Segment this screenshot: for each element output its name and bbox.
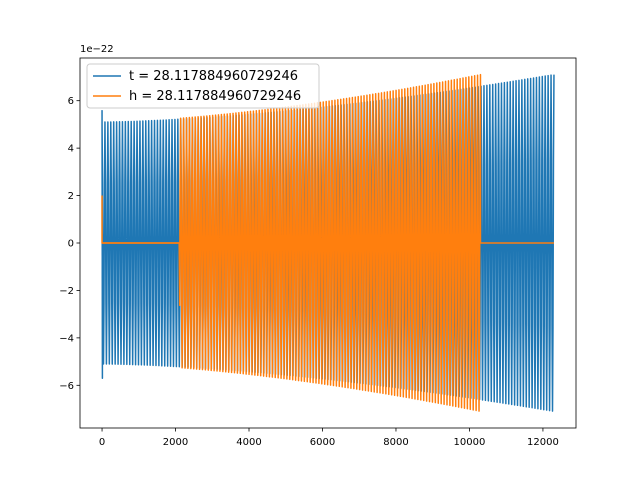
y-tick-label: −6 <box>59 381 74 392</box>
legend-label: t = 28.117884960729246 <box>129 69 298 84</box>
y-tick-label: 6 <box>68 96 74 107</box>
x-tick-label: 10000 <box>454 437 486 448</box>
x-tick-label: 8000 <box>383 437 408 448</box>
y-tick-label: 0 <box>68 239 74 250</box>
y-tick-label: −4 <box>59 333 74 344</box>
y-offset-text: 1e−22 <box>80 44 114 55</box>
legend: t = 28.117884960729246 h = 28.11788496072… <box>86 63 320 109</box>
x-tick-label: 12000 <box>527 437 559 448</box>
x-tick-label: 4000 <box>236 437 261 448</box>
y-tick-label: 4 <box>68 144 74 155</box>
x-tick-label: 0 <box>99 437 105 448</box>
y-axis-ticks: −6 −4 −2 0 2 4 6 <box>59 96 80 392</box>
y-tick-label: −2 <box>59 286 74 297</box>
legend-label: h = 28.117884960729246 <box>129 89 301 104</box>
series-layer <box>101 73 555 412</box>
x-axis-ticks: 0 2000 4000 6000 8000 10000 12000 <box>99 428 559 448</box>
legend-box <box>86 63 320 109</box>
y-tick-label: 2 <box>68 191 74 202</box>
x-tick-label: 6000 <box>310 437 335 448</box>
x-tick-label: 2000 <box>163 437 188 448</box>
